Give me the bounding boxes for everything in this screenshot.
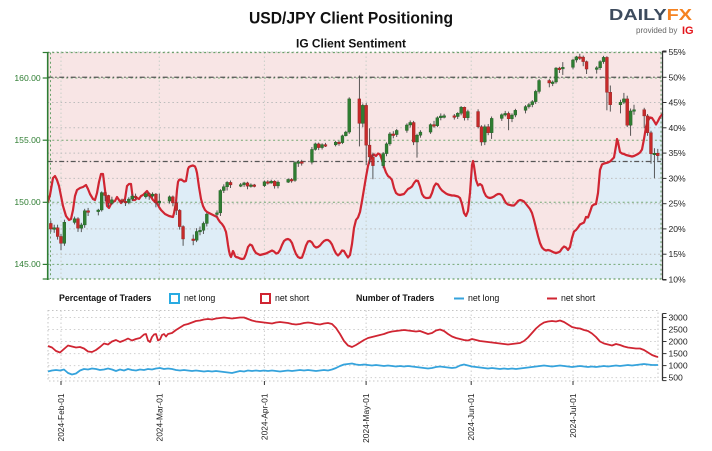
svg-text:15%: 15%	[669, 249, 687, 259]
svg-text:10%: 10%	[669, 275, 687, 285]
svg-text:3000: 3000	[669, 313, 688, 323]
svg-text:2000: 2000	[669, 337, 688, 347]
svg-text:45%: 45%	[669, 98, 687, 108]
svg-text:55%: 55%	[669, 47, 687, 57]
svg-text:2500: 2500	[669, 325, 688, 335]
svg-text:2024-Feb-01: 2024-Feb-01	[56, 393, 66, 441]
svg-text:2024-Mar-01: 2024-Mar-01	[154, 393, 164, 441]
svg-text:150.00: 150.00	[14, 197, 41, 207]
svg-text:2024-Jul-01: 2024-Jul-01	[568, 393, 578, 438]
svg-text:2024-Apr-01: 2024-Apr-01	[259, 393, 269, 440]
svg-text:145.00: 145.00	[14, 259, 41, 269]
svg-text:35%: 35%	[669, 148, 687, 158]
svg-text:IG Client Sentiment: IG Client Sentiment	[296, 37, 406, 51]
svg-text:net short: net short	[561, 293, 596, 303]
svg-text:provided by: provided by	[636, 26, 677, 35]
svg-text:USD/JPY Client Positioning: USD/JPY Client Positioning	[249, 9, 453, 28]
svg-text:155.00: 155.00	[14, 135, 41, 145]
svg-text:Percentage of Traders: Percentage of Traders	[59, 293, 152, 303]
svg-text:25%: 25%	[669, 199, 687, 209]
svg-text:160.00: 160.00	[14, 73, 41, 83]
svg-text:20%: 20%	[669, 224, 687, 234]
svg-text:Number of Traders: Number of Traders	[356, 293, 434, 303]
svg-text:net short: net short	[275, 293, 310, 303]
svg-text:net long: net long	[468, 293, 499, 303]
svg-text:500: 500	[669, 373, 684, 383]
svg-text:net long: net long	[184, 293, 215, 303]
svg-text:50%: 50%	[669, 72, 687, 82]
svg-text:2024-Jun-01: 2024-Jun-01	[466, 393, 476, 440]
svg-text:2024-May-01: 2024-May-01	[361, 393, 371, 443]
svg-text:40%: 40%	[669, 123, 687, 133]
svg-text:30%: 30%	[669, 173, 687, 183]
svg-text:1000: 1000	[669, 361, 688, 371]
svg-text:1500: 1500	[669, 349, 688, 359]
svg-text:IG: IG	[682, 25, 694, 37]
